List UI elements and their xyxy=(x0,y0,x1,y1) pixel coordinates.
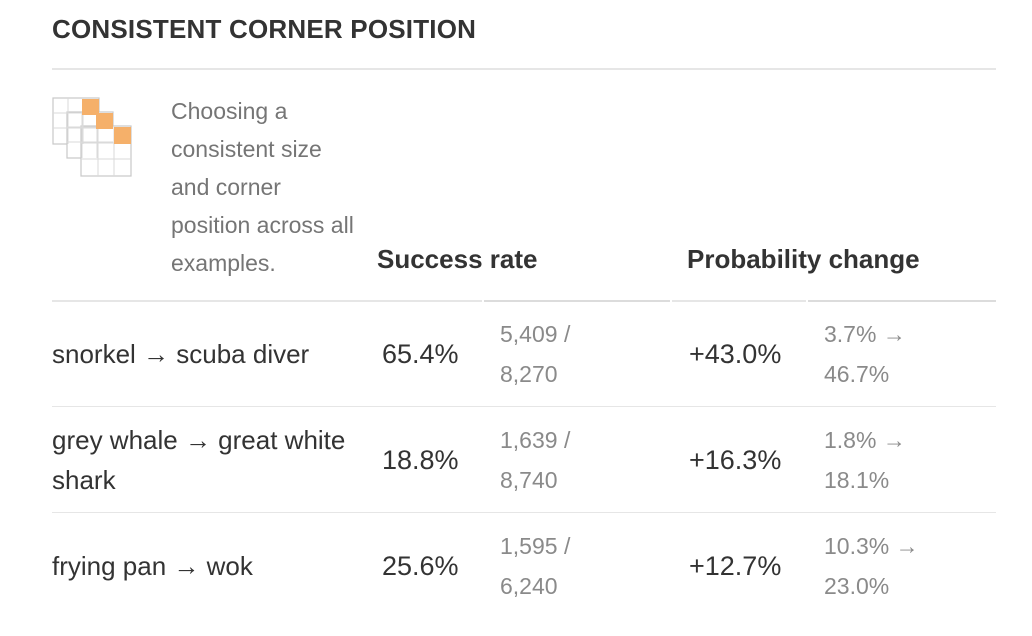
probability-from: 3.7% → xyxy=(824,321,906,347)
success-rate-header: Success rate xyxy=(377,244,538,274)
probability-to: 46.7% xyxy=(824,361,890,387)
success-count-total: 6,240 xyxy=(500,573,558,599)
success-count-numerator: 5,409 / xyxy=(500,321,571,347)
stacked-grid-corner-icon xyxy=(52,96,136,180)
row-label: grey whale → great white shark xyxy=(52,425,346,495)
row-label: frying pan → wok xyxy=(52,551,253,581)
probability-to: 23.0% xyxy=(824,573,890,599)
header-rule xyxy=(484,300,670,302)
success-rate-value: 18.8% xyxy=(382,444,459,475)
header-rule xyxy=(672,300,806,302)
success-count-total: 8,740 xyxy=(500,467,558,493)
success-rate-value: 25.6% xyxy=(382,550,459,581)
table-row: frying pan → wok 25.6% 1,595 / 6,240 +12… xyxy=(52,514,996,618)
success-count: 5,409 / 8,270 xyxy=(500,314,610,394)
row-divider xyxy=(52,512,996,513)
section-description: Choosing a consistent size and corner po… xyxy=(171,98,354,276)
probability-from: 1.8% → xyxy=(824,427,906,453)
table-row: snorkel → scuba diver 65.4% 5,409 / 8,27… xyxy=(52,302,996,406)
probability-range: 1.8% → 18.1% xyxy=(824,420,954,500)
section-title: CONSISTENT CORNER POSITION xyxy=(52,14,477,44)
probability-change-value: +16.3% xyxy=(689,444,782,475)
row-divider xyxy=(52,406,996,407)
probability-change-header: Probability change xyxy=(687,244,920,274)
probability-to: 18.1% xyxy=(824,467,890,493)
probability-range: 3.7% → 46.7% xyxy=(824,314,954,394)
success-count-total: 8,270 xyxy=(500,361,558,387)
row-label: snorkel → scuba diver xyxy=(52,339,310,369)
success-count-numerator: 1,639 / xyxy=(500,427,571,453)
success-count-numerator: 1,595 / xyxy=(500,533,571,559)
probability-range: 10.3% → 23.0% xyxy=(824,526,954,606)
table-row: grey whale → great white shark 18.8% 1,6… xyxy=(52,408,996,512)
probability-from: 10.3% → xyxy=(824,533,919,559)
success-count: 1,595 / 6,240 xyxy=(500,526,610,606)
probability-change-value: +43.0% xyxy=(689,338,782,369)
header-rule xyxy=(808,300,996,302)
header-rule xyxy=(52,300,482,302)
success-count: 1,639 / 8,740 xyxy=(500,420,610,500)
success-rate-value: 65.4% xyxy=(382,338,459,369)
probability-change-value: +12.7% xyxy=(689,550,782,581)
title-divider xyxy=(52,68,996,70)
